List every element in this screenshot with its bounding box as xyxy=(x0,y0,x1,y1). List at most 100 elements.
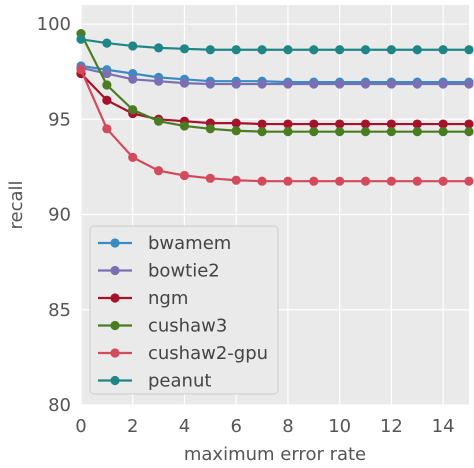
data-point xyxy=(386,119,396,129)
y-tick-label: 90 xyxy=(48,205,71,226)
data-point xyxy=(360,45,371,55)
data-point xyxy=(335,127,345,137)
data-point xyxy=(309,119,319,129)
series-line-bwamem xyxy=(80,64,469,84)
data-point xyxy=(438,119,448,129)
x-tick-label: 12 xyxy=(380,416,403,437)
series-line-bowtie2 xyxy=(80,66,469,86)
x-axis-label: maximum error rate xyxy=(184,444,366,465)
series-line-peanut xyxy=(80,38,469,51)
data-point xyxy=(205,124,215,134)
legend-label: bwamem xyxy=(148,233,231,254)
data-point xyxy=(335,176,345,186)
data-point xyxy=(257,45,267,55)
data-point xyxy=(102,80,112,90)
data-point xyxy=(179,121,190,131)
series-line-cushaw2-gpu xyxy=(79,69,469,183)
data-point xyxy=(231,126,241,136)
data-point xyxy=(360,79,371,89)
legend-item-bowtie2: bowtie2 xyxy=(98,261,220,282)
data-point xyxy=(412,119,422,129)
data-point xyxy=(154,166,164,176)
data-point xyxy=(335,79,345,89)
data-point xyxy=(154,76,164,86)
data-point xyxy=(360,176,371,186)
data-point xyxy=(464,127,474,137)
data-point xyxy=(179,78,190,88)
data-point xyxy=(386,79,396,89)
x-tick-label: 2 xyxy=(127,416,138,437)
data-point xyxy=(309,127,319,137)
data-point xyxy=(412,176,422,186)
series-group xyxy=(76,28,474,186)
x-tick-label: 6 xyxy=(230,416,241,437)
legend-item-bwamem: bwamem xyxy=(98,233,231,254)
data-point xyxy=(283,127,293,137)
legend-marker xyxy=(110,375,120,386)
data-point xyxy=(438,45,448,55)
legend-label: cushaw3 xyxy=(148,316,227,337)
x-tick-label: 4 xyxy=(179,416,190,437)
data-point xyxy=(76,34,86,44)
data-point xyxy=(283,45,293,55)
legend-item-peanut: peanut xyxy=(98,371,211,392)
tick-labels: 0 2 4 6 8 10 12 14 80 85 90 95 100 xyxy=(37,14,455,437)
data-point xyxy=(179,170,190,181)
legend-label: peanut xyxy=(148,371,211,392)
data-point xyxy=(154,116,164,126)
legend-label: ngm xyxy=(148,288,188,309)
data-point xyxy=(257,176,267,186)
data-point xyxy=(205,45,215,55)
data-point xyxy=(179,44,190,54)
data-point xyxy=(386,176,396,186)
data-point xyxy=(128,41,138,51)
x-tick-label: 8 xyxy=(282,416,293,437)
data-point xyxy=(464,119,474,129)
data-point xyxy=(464,79,474,89)
x-tick-label: 0 xyxy=(75,416,86,437)
series-cushaw3 xyxy=(76,28,474,137)
y-tick-label: 95 xyxy=(48,109,71,130)
legend-marker xyxy=(110,320,120,331)
data-point xyxy=(231,175,241,185)
data-point xyxy=(102,38,112,48)
legend-item-cushaw2-gpu: cushaw2-gpu xyxy=(98,343,268,364)
legend-marker xyxy=(110,238,120,248)
data-point xyxy=(283,119,293,129)
data-point xyxy=(102,68,112,79)
data-point xyxy=(438,79,448,89)
data-point xyxy=(438,127,448,137)
data-point xyxy=(128,105,138,115)
legend-label: cushaw2-gpu xyxy=(148,343,268,364)
data-point xyxy=(464,176,474,186)
data-point xyxy=(154,43,164,53)
data-point xyxy=(412,45,422,55)
data-point xyxy=(231,45,241,55)
data-point xyxy=(360,127,371,137)
legend-item-cushaw3: cushaw3 xyxy=(98,316,227,337)
data-point xyxy=(257,119,267,129)
data-point xyxy=(309,176,319,186)
data-point xyxy=(386,45,396,55)
data-point xyxy=(335,119,345,129)
data-point xyxy=(412,127,422,137)
legend-marker xyxy=(110,265,120,276)
data-point xyxy=(231,118,241,128)
series-cushaw2-gpu xyxy=(76,65,474,186)
data-point xyxy=(102,124,112,134)
legend: bwamem bowtie2 ngm cushaw3 cushaw2-gpu peanut xyxy=(89,225,279,395)
legend-item-ngm: ngm xyxy=(98,288,188,309)
data-point xyxy=(257,79,267,89)
y-axis-label: recall xyxy=(6,180,27,229)
data-point xyxy=(412,79,422,89)
series-peanut xyxy=(76,34,474,55)
data-point xyxy=(102,95,112,105)
data-point xyxy=(257,127,267,137)
data-point xyxy=(128,152,138,162)
data-point xyxy=(438,176,448,186)
y-tick-label: 80 xyxy=(48,395,71,416)
x-tick-label: 10 xyxy=(328,416,351,437)
legend-marker xyxy=(110,348,120,358)
data-point xyxy=(309,45,319,55)
